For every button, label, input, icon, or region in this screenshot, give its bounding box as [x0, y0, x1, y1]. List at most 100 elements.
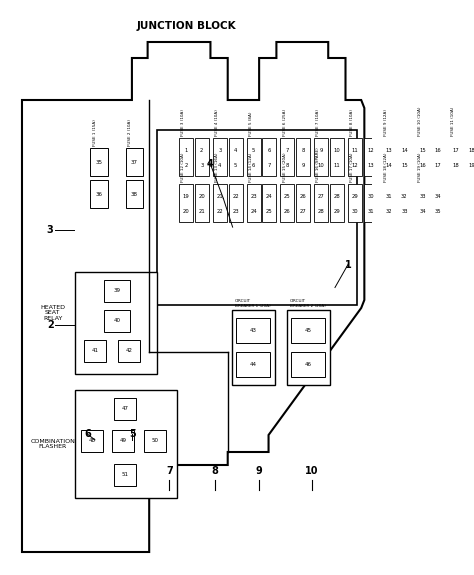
Bar [296, 184, 310, 222]
Bar [91, 180, 108, 208]
Text: 29: 29 [352, 194, 358, 198]
Bar [415, 184, 429, 222]
Text: 24: 24 [266, 194, 273, 198]
Text: FUSE 13 (16A): FUSE 13 (16A) [215, 152, 219, 182]
Text: 8: 8 [301, 148, 305, 152]
Text: 25: 25 [284, 194, 291, 198]
Text: 34: 34 [435, 194, 441, 198]
Bar [465, 138, 474, 176]
Text: FUSE 3 (10A): FUSE 3 (10A) [182, 109, 185, 136]
Text: FUSE 12 (10A): FUSE 12 (10A) [182, 152, 185, 182]
Text: 3: 3 [218, 148, 221, 152]
Text: CIRCUIT
BREAKER 2 (20A): CIRCUIT BREAKER 2 (20A) [290, 300, 326, 308]
Bar [126, 180, 143, 208]
Text: FUSE 9 (12A): FUSE 9 (12A) [384, 109, 388, 136]
Text: FUSE 17 (10A): FUSE 17 (10A) [350, 152, 354, 182]
Text: 28: 28 [318, 209, 325, 214]
Bar [236, 352, 270, 377]
Text: 26: 26 [284, 209, 291, 214]
Text: 27: 27 [300, 209, 307, 214]
Text: 26: 26 [300, 194, 307, 198]
Bar [262, 138, 276, 176]
Bar [232, 310, 275, 385]
Text: 10: 10 [334, 148, 340, 152]
Text: 35: 35 [95, 159, 102, 164]
Text: 50: 50 [151, 439, 158, 443]
Bar [397, 184, 411, 222]
Bar [74, 390, 177, 498]
Text: 31: 31 [367, 209, 374, 214]
Text: 13: 13 [385, 148, 392, 152]
Text: 36: 36 [95, 191, 102, 197]
Bar [195, 184, 209, 222]
Text: CIRCUIT
BREAKER 1 (20A): CIRCUIT BREAKER 1 (20A) [235, 300, 271, 308]
Bar [280, 184, 294, 222]
Text: 9: 9 [301, 163, 305, 168]
Text: 37: 37 [131, 159, 138, 164]
Text: 46: 46 [304, 362, 311, 366]
Bar [104, 310, 129, 332]
Bar [112, 430, 134, 452]
Text: 39: 39 [113, 289, 120, 293]
Text: 51: 51 [121, 473, 128, 477]
Text: FUSE 15 (20A): FUSE 15 (20A) [283, 152, 287, 182]
Bar [382, 184, 396, 222]
Bar [157, 130, 357, 305]
Text: 42: 42 [125, 348, 132, 354]
Bar [431, 138, 445, 176]
Text: FUSE 19 (10A): FUSE 19 (10A) [418, 152, 422, 182]
Bar [415, 138, 429, 176]
Text: 8: 8 [286, 163, 289, 168]
Bar [126, 148, 143, 176]
Text: 19: 19 [182, 194, 190, 198]
Bar [91, 148, 108, 176]
Bar [348, 138, 362, 176]
Text: 14: 14 [385, 163, 392, 168]
Text: 4: 4 [207, 159, 214, 169]
Bar [118, 340, 140, 362]
Text: 2: 2 [184, 163, 188, 168]
Text: 30: 30 [352, 209, 358, 214]
Text: FUSE 7 (10A): FUSE 7 (10A) [316, 109, 320, 136]
Text: 40: 40 [113, 319, 120, 324]
Text: 14: 14 [401, 148, 408, 152]
Text: 27: 27 [318, 194, 325, 198]
Text: 12: 12 [367, 148, 374, 152]
Bar [262, 184, 276, 222]
Text: FUSE 5 (8A): FUSE 5 (8A) [249, 112, 253, 136]
Text: 29: 29 [334, 209, 340, 214]
Text: 21: 21 [199, 209, 205, 214]
Text: 5: 5 [252, 148, 255, 152]
Text: 48: 48 [88, 439, 95, 443]
Bar [74, 272, 157, 374]
Text: 28: 28 [334, 194, 340, 198]
Bar [280, 138, 294, 176]
Text: 35: 35 [435, 209, 441, 214]
Bar [296, 138, 310, 176]
Bar [213, 138, 227, 176]
Text: 7: 7 [268, 163, 271, 168]
Text: 31: 31 [385, 194, 392, 198]
Text: FUSE 14 (12A): FUSE 14 (12A) [249, 152, 253, 182]
Bar [144, 430, 166, 452]
Bar [364, 184, 378, 222]
Bar [287, 310, 330, 385]
Text: 6: 6 [252, 163, 255, 168]
Text: 7: 7 [286, 148, 289, 152]
Bar [449, 138, 463, 176]
Bar [81, 430, 103, 452]
Text: HEATED
SEAT
RELAY: HEATED SEAT RELAY [40, 305, 65, 321]
Bar [246, 138, 261, 176]
Text: 34: 34 [419, 209, 426, 214]
Text: 11: 11 [334, 163, 340, 168]
Bar [114, 464, 136, 486]
Text: 10: 10 [318, 163, 325, 168]
Text: 9: 9 [319, 148, 323, 152]
Bar [348, 184, 362, 222]
Text: 25: 25 [266, 209, 273, 214]
Text: 18: 18 [469, 148, 474, 152]
Bar [114, 398, 136, 420]
Text: 23: 23 [250, 194, 257, 198]
Text: FUSE 16 (SPARE): FUSE 16 (SPARE) [316, 147, 320, 182]
Bar [236, 318, 270, 343]
